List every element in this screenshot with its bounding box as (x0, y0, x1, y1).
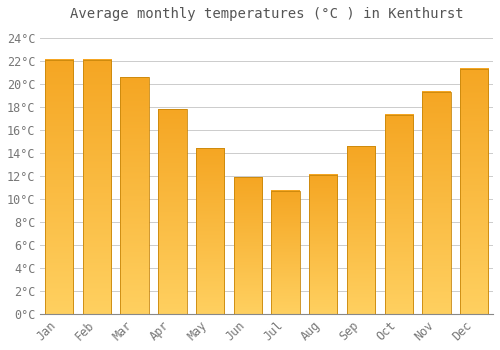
Bar (384, 115, 413, 314)
Bar (422, 92, 450, 314)
Bar (309, 175, 338, 314)
Bar (347, 146, 375, 314)
Bar (460, 69, 488, 314)
Bar (83, 60, 111, 314)
Bar (45, 60, 74, 314)
Title: Average monthly temperatures (°C ) in Kenthurst: Average monthly temperatures (°C ) in Ke… (70, 7, 464, 21)
Bar (196, 148, 224, 314)
Bar (158, 109, 186, 314)
Bar (120, 77, 149, 314)
Bar (234, 177, 262, 314)
Bar (272, 191, 299, 314)
